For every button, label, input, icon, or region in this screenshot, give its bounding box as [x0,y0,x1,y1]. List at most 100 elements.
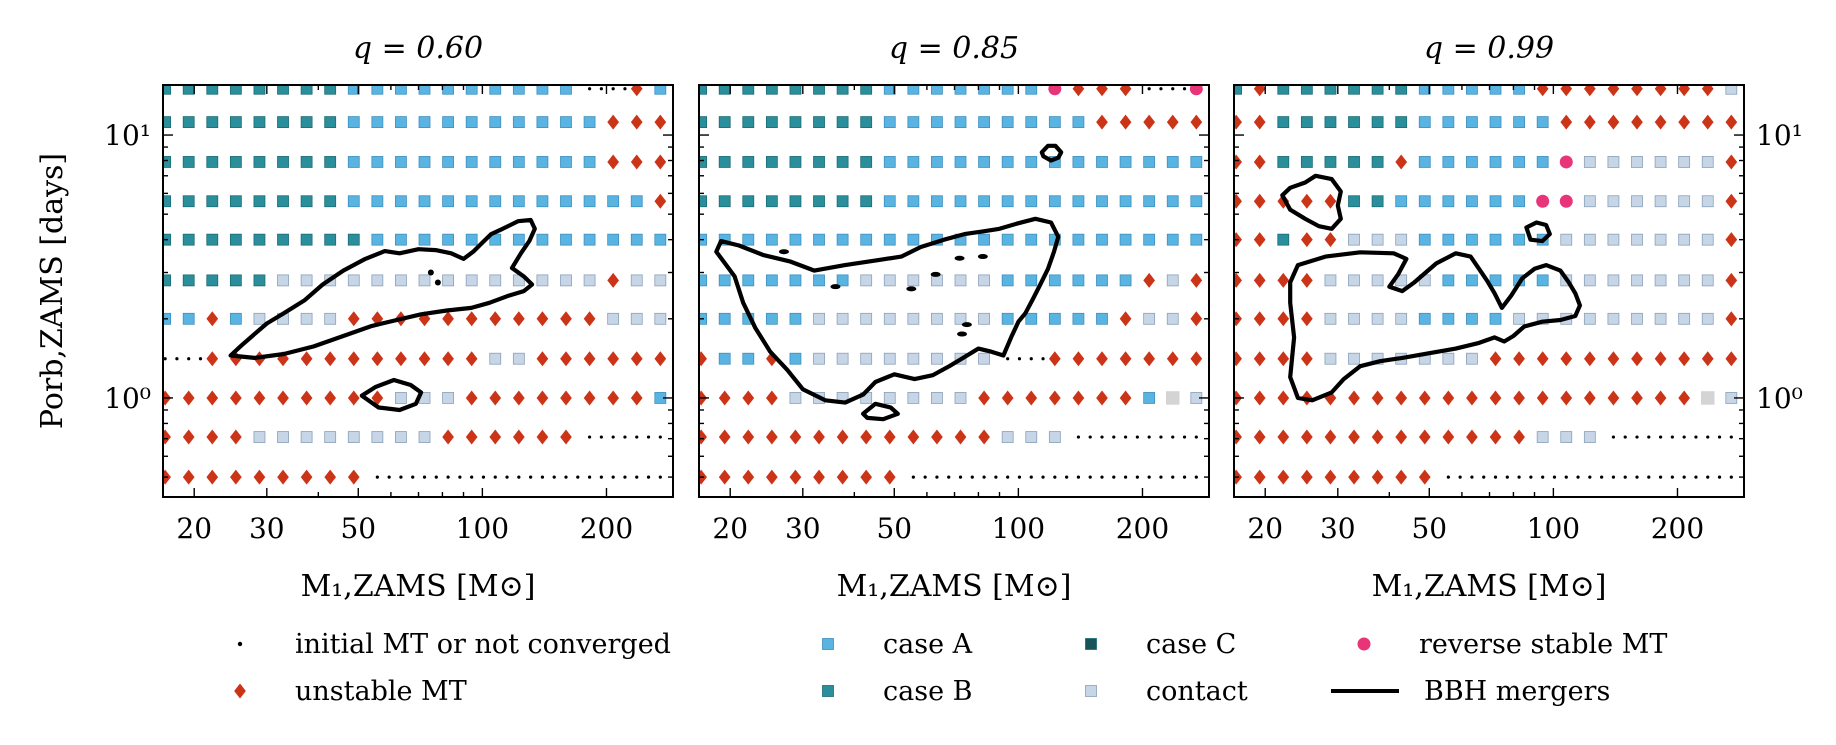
bbh-contour-2 [1524,220,1552,244]
x-tick-label: 200 [1651,512,1704,545]
marker-1-14 [1560,431,1573,443]
marker-initial-0-10 [935,475,939,479]
marker-2-9 [1442,390,1455,406]
marker-7-20 [1166,195,1179,208]
marker-7-7 [1395,195,1408,208]
marker-1-0 [1234,429,1242,445]
marker-3-11 [1489,351,1502,367]
y-tick-label: 10⁰ [104,382,151,415]
marker-3-9 [371,351,384,367]
marker-legend-contact [1085,685,1097,697]
marker-9-1 [1253,114,1266,130]
marker-8-19 [1678,156,1691,168]
marker-legend-caseA [822,638,834,650]
marker-3-12 [442,351,454,367]
marker-initial-mid-0-20 [646,475,651,479]
marker-initial-0-20 [1706,475,1710,479]
marker-legend-unstable [234,683,246,699]
marker-2-12 [978,390,990,406]
marker-initial-mid-0-14 [505,475,509,479]
marker-initial-0-15 [1053,475,1057,479]
legend-item-unstable: unstable MT [234,676,467,707]
marker-2-20 [1165,391,1180,405]
ticks [163,85,673,497]
marker-7-9 [907,195,920,208]
marker-4-2 [206,311,219,327]
marker-initial-mid-1-16 [1623,435,1627,439]
marker-5-14 [1025,274,1038,287]
marker-6-1 [182,233,195,246]
marker-5-20 [1166,274,1179,287]
marker-5-6 [300,274,313,287]
marker-10-4 [1324,85,1337,95]
marker-10-17 [560,85,572,95]
marker-5-15 [1583,274,1596,287]
marker-7-0 [1234,193,1242,209]
y-tick-label: 10¹ [1756,119,1803,152]
marker-8-3 [1300,156,1313,168]
marker-initial-mid-0-13 [1017,475,1022,479]
marker-8-12 [978,156,990,168]
marker-initial-mid-0-13 [1552,475,1557,479]
marker-initial-mid-0-16 [1088,475,1092,479]
marker-4-14 [1025,312,1038,325]
marker-2-19 [1678,390,1691,406]
marker-initial-0-14 [1029,475,1033,479]
marker-5-21 [1190,272,1203,288]
marker-1-1 [182,429,195,445]
marker-4-8 [347,311,360,327]
marker-10-21 [1725,85,1738,95]
marker-10-18 [1654,85,1667,97]
panel-q099: q = 0.99 20 30 50 100 200 M₁,ZAMS [M⊙] 10⁰ 10¹ [1233,31,1803,604]
marker-initial-0-11 [1493,475,1498,479]
marker-7-17 [1096,195,1108,208]
marker-10-13 [1536,85,1549,97]
marker-initial-mid-1-18 [1670,435,1674,439]
marker-7-17 [1631,195,1643,208]
marker-5-4 [789,274,802,287]
marker-4-4 [253,312,266,325]
marker-9-11 [418,116,431,129]
marker-initial-1-16 [1611,435,1616,439]
marker-9-15 [1048,116,1061,129]
legend-label: reverse stable MT [1419,629,1667,660]
marker-0-2 [206,469,219,485]
marker-6-5 [1348,233,1360,246]
marker-9-20 [630,114,643,130]
marker-initial-mid-1-16 [1088,435,1092,439]
y-tick-label: 10¹ [104,119,151,152]
marker-5-2 [206,274,219,287]
marker-9-8 [1418,116,1431,129]
marker-8-10 [1466,156,1478,168]
marker-1-12 [442,429,454,445]
marker-8-9 [1442,156,1455,168]
marker-0-3 [1301,469,1313,485]
marker-8-19 [1143,156,1156,168]
marker-4-9 [371,311,384,327]
marker-6-7 [324,233,337,246]
plot-area [163,85,667,485]
marker-4-7 [1395,312,1408,325]
marker-5-5 [1348,274,1360,287]
marker-initial-mid-1-17 [1112,435,1116,439]
marker-initial-0-19 [1682,475,1686,479]
marker-10-5 [813,85,825,95]
legend-label: contact [1146,676,1248,707]
marker-2-8 [1418,390,1431,406]
marker-10-16 [536,85,549,95]
marker-initial-mid-10-19 [623,87,627,91]
marker-3-9 [907,352,920,365]
marker-10-10 [395,85,407,95]
marker-4-9 [907,312,920,325]
marker-7-13 [1001,195,1014,208]
marker-5-12 [978,274,990,287]
marker-10-3 [1300,85,1313,95]
marker-7-17 [560,195,572,208]
marker-6-3 [765,233,778,246]
y-axis-label-text: Porb,ZAMS [days] [35,153,70,429]
marker-8-18 [1654,156,1667,168]
marker-initial-3-13 [1006,357,1010,361]
marker-9-12 [442,116,454,129]
marker-3-1 [1253,351,1266,367]
legend-label: unstable MT [295,676,467,707]
